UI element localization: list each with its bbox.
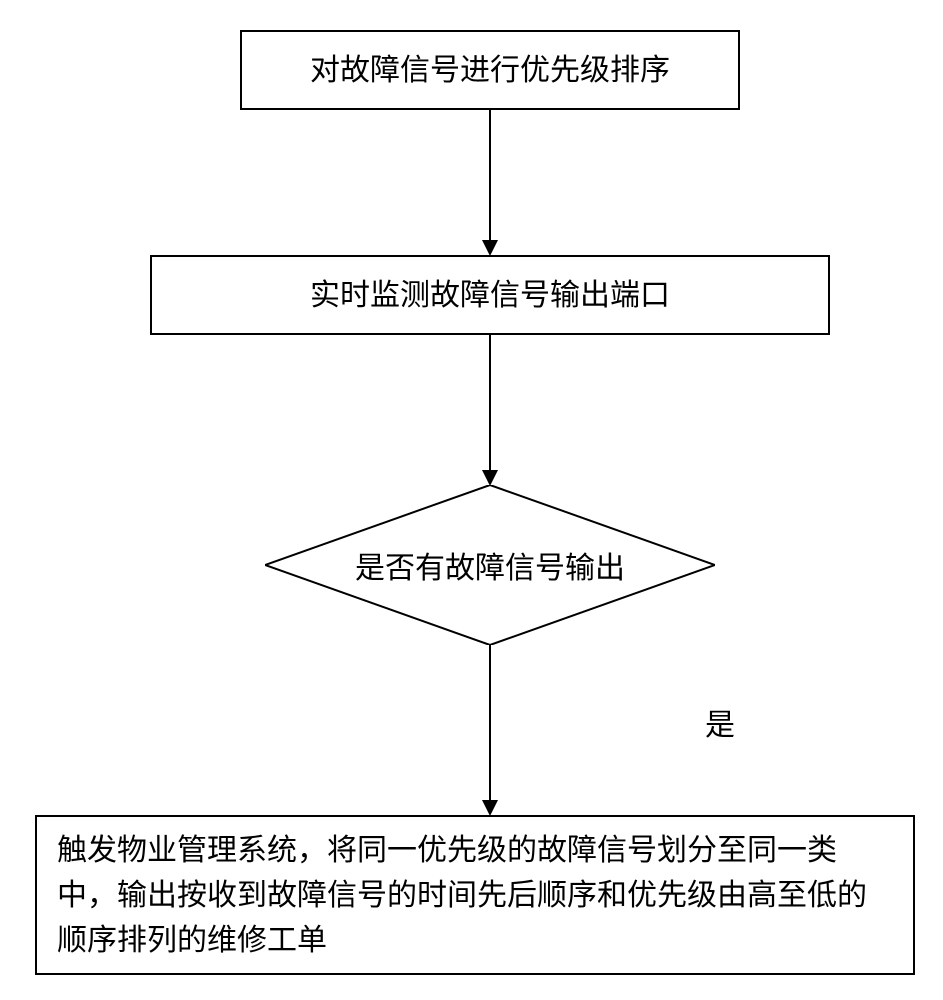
process-box-1: 对故障信号进行优先级排序 — [240, 30, 740, 110]
process-box-2: 实时监测故障信号输出端口 — [150, 255, 830, 335]
arrow-3-head — [482, 800, 498, 816]
flowchart-container: 对故障信号进行优先级排序 实时监测故障信号输出端口 是否有故障信号输出 是 触发… — [0, 0, 943, 1000]
arrow-1-line — [489, 110, 491, 240]
arrow-1-head — [482, 240, 498, 256]
box3-text: 是否有故障信号输出 — [355, 543, 625, 587]
box4-text: 触发物业管理系统，将同一优先级的故障信号划分至同一类中，输出按收到故障信号的时间… — [37, 818, 913, 973]
arrow-2-head — [482, 470, 498, 486]
arrow-2-line — [489, 335, 491, 470]
box1-text: 对故障信号进行优先级排序 — [290, 38, 690, 103]
decision-box: 是否有故障信号输出 — [265, 485, 715, 645]
box2-text: 实时监测故障信号输出端口 — [290, 263, 690, 328]
edge3-label: 是 — [705, 700, 735, 744]
process-box-4: 触发物业管理系统，将同一优先级的故障信号划分至同一类中，输出按收到故障信号的时间… — [35, 815, 915, 975]
arrow-3-line — [489, 645, 491, 800]
